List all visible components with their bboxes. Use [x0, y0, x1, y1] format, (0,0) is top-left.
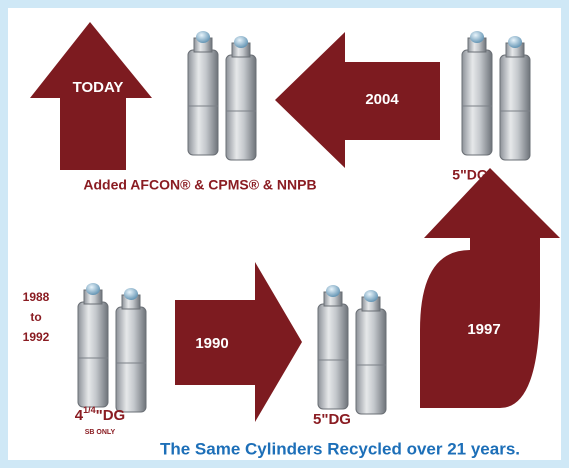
size-note: SB ONLY	[85, 429, 116, 436]
size-label: 5"DG	[313, 411, 351, 428]
size-unit: "DG	[96, 407, 126, 424]
size-fraction: 1/4	[83, 405, 96, 415]
size-label: 41/4"DG	[75, 405, 125, 424]
year: to	[30, 310, 41, 324]
year: 1992	[23, 330, 50, 344]
year: 1988	[23, 290, 50, 304]
diagram: TODAY 2004 Added AFCON® & CPMS® & NNPB 5…	[0, 0, 569, 468]
arrow-label: TODAY	[73, 79, 124, 96]
note: Added AFCON® & CPMS® & NNPB	[83, 177, 316, 193]
arrow-label: 1990	[195, 335, 228, 352]
arrow-label: 1997	[467, 321, 500, 338]
caption: The Same Cylinders Recycled over 21 year…	[160, 439, 520, 458]
arrow-label: 2004	[365, 91, 399, 108]
page: TODAY 2004 Added AFCON® & CPMS® & NNPB 5…	[0, 0, 569, 468]
